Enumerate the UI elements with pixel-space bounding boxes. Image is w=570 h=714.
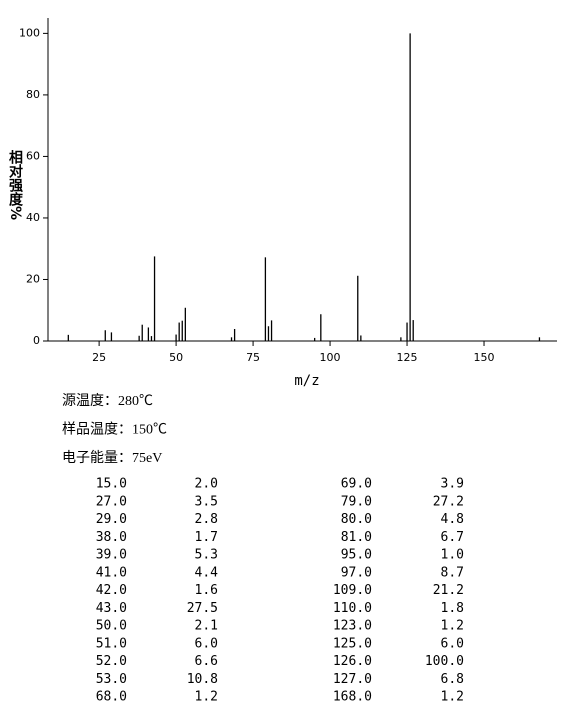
table-cell: 51.0 bbox=[96, 636, 127, 651]
y-axis-label: 相对强度% bbox=[7, 149, 23, 220]
table-cell: 6.0 bbox=[441, 636, 464, 651]
table-cell: 6.8 bbox=[441, 672, 464, 687]
table-cell: 6.7 bbox=[441, 530, 464, 545]
x-tick-label: 150 bbox=[474, 351, 495, 364]
table-cell: 29.0 bbox=[96, 512, 127, 527]
x-tick-label: 50 bbox=[169, 351, 183, 364]
table-cell: 100.0 bbox=[425, 654, 464, 669]
table-cell: 110.0 bbox=[333, 601, 372, 616]
table-cell: 97.0 bbox=[341, 565, 372, 580]
table-cell: 2.1 bbox=[195, 619, 218, 634]
table-cell: 15.0 bbox=[96, 477, 127, 492]
table-cell: 42.0 bbox=[96, 583, 127, 598]
table-cell: 5.3 bbox=[195, 548, 218, 563]
table-cell: 39.0 bbox=[96, 548, 127, 563]
table-cell: 2.0 bbox=[195, 477, 218, 492]
info-line: 电子能量：75eV bbox=[62, 450, 162, 466]
table-cell: 1.6 bbox=[195, 583, 218, 598]
table-cell: 1.8 bbox=[441, 601, 464, 616]
x-axis-label: m/z bbox=[294, 373, 319, 389]
x-tick-label: 25 bbox=[92, 351, 106, 364]
y-tick-label: 60 bbox=[26, 149, 40, 162]
y-tick-label: 40 bbox=[26, 211, 40, 224]
table-cell: 1.2 bbox=[441, 690, 464, 705]
table-cell: 126.0 bbox=[333, 654, 372, 669]
table-cell: 123.0 bbox=[333, 619, 372, 634]
y-tick-label: 80 bbox=[26, 88, 40, 101]
table-cell: 2.8 bbox=[195, 512, 218, 527]
x-tick-label: 100 bbox=[320, 351, 341, 364]
table-cell: 27.2 bbox=[433, 494, 464, 509]
table-cell: 43.0 bbox=[96, 601, 127, 616]
table-cell: 109.0 bbox=[333, 583, 372, 598]
table-cell: 168.0 bbox=[333, 690, 372, 705]
table-cell: 1.2 bbox=[195, 690, 218, 705]
table-cell: 8.7 bbox=[441, 565, 464, 580]
table-cell: 10.8 bbox=[187, 672, 218, 687]
table-cell: 27.5 bbox=[187, 601, 218, 616]
info-line: 源温度：280℃ bbox=[62, 393, 153, 409]
table-cell: 125.0 bbox=[333, 636, 372, 651]
table-cell: 50.0 bbox=[96, 619, 127, 634]
x-tick-label: 75 bbox=[246, 351, 260, 364]
table-cell: 53.0 bbox=[96, 672, 127, 687]
table-cell: 6.6 bbox=[195, 654, 218, 669]
y-tick-label: 20 bbox=[26, 272, 40, 285]
table-cell: 21.2 bbox=[433, 583, 464, 598]
table-cell: 80.0 bbox=[341, 512, 372, 527]
table-cell: 4.8 bbox=[441, 512, 464, 527]
table-cell: 68.0 bbox=[96, 690, 127, 705]
x-tick-label: 125 bbox=[397, 351, 418, 364]
table-cell: 95.0 bbox=[341, 548, 372, 563]
table-cell: 3.5 bbox=[195, 494, 218, 509]
table-cell: 69.0 bbox=[341, 477, 372, 492]
table-cell: 52.0 bbox=[96, 654, 127, 669]
table-cell: 79.0 bbox=[341, 494, 372, 509]
table-cell: 1.0 bbox=[441, 548, 464, 563]
y-tick-label: 100 bbox=[19, 26, 40, 39]
y-tick-label: 0 bbox=[33, 334, 40, 347]
table-cell: 1.2 bbox=[441, 619, 464, 634]
table-cell: 38.0 bbox=[96, 530, 127, 545]
table-cell: 81.0 bbox=[341, 530, 372, 545]
table-cell: 27.0 bbox=[96, 494, 127, 509]
table-cell: 1.7 bbox=[195, 530, 218, 545]
info-line: 样品温度：150℃ bbox=[62, 422, 167, 438]
table-cell: 4.4 bbox=[195, 565, 219, 580]
table-cell: 3.9 bbox=[441, 477, 464, 492]
table-cell: 41.0 bbox=[96, 565, 127, 580]
table-cell: 6.0 bbox=[195, 636, 218, 651]
table-cell: 127.0 bbox=[333, 672, 372, 687]
